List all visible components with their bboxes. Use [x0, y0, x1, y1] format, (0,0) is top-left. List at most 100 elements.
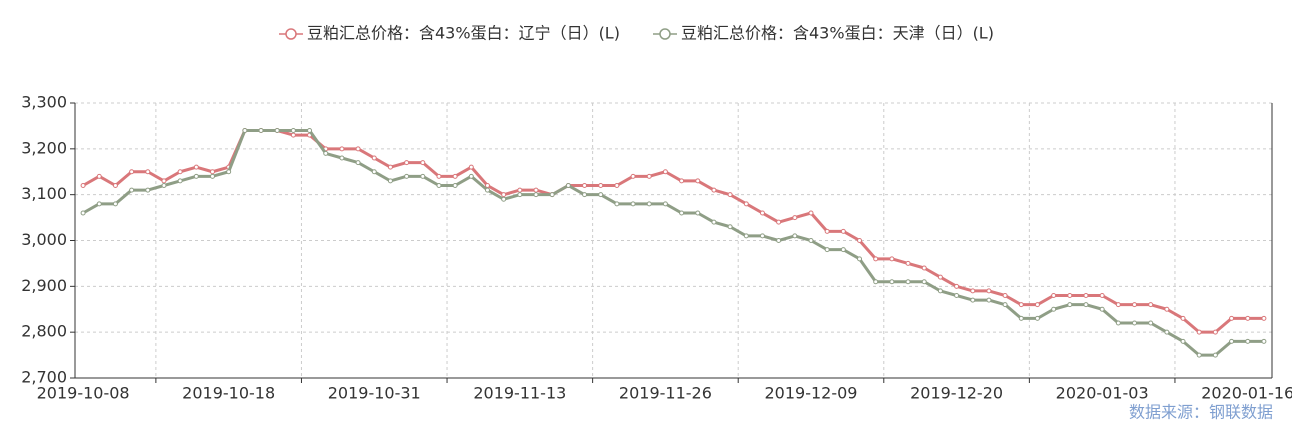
point: [743, 233, 749, 239]
point: [1196, 329, 1202, 335]
point: [1212, 352, 1218, 358]
point: [436, 183, 442, 188]
series-line: [82, 129, 1264, 357]
y-tick-label: 2,900: [21, 276, 67, 295]
point: [954, 283, 960, 289]
point: [1132, 302, 1138, 308]
point: [1148, 302, 1154, 308]
point: [468, 173, 474, 179]
point: [533, 187, 539, 193]
point: [679, 210, 685, 216]
point: [1180, 315, 1186, 321]
point: [840, 247, 846, 253]
legend-label: 豆粕汇总价格：含43%蛋白：天津（日）(L): [681, 24, 994, 43]
point: [1051, 293, 1057, 298]
point: [242, 128, 248, 133]
point: [743, 201, 749, 207]
point: [1148, 320, 1154, 326]
point: [711, 219, 717, 225]
point: [420, 173, 426, 179]
x-tick-label: 2019-12-20: [910, 384, 1003, 403]
point: [112, 183, 118, 188]
point: [727, 224, 733, 230]
point: [1034, 302, 1040, 308]
point: [1083, 302, 1089, 308]
point: [921, 279, 927, 285]
point: [873, 279, 879, 285]
point: [161, 178, 167, 184]
point: [387, 178, 393, 184]
x-tick-label: 2019-10-08: [37, 384, 130, 403]
point: [1164, 306, 1170, 312]
point: [452, 183, 458, 188]
point: [695, 178, 701, 184]
point: [889, 256, 895, 262]
point: [290, 132, 296, 138]
point: [258, 128, 264, 133]
point: [533, 192, 539, 198]
point: [937, 288, 943, 294]
x-tick-label: 2019-11-26: [619, 384, 712, 403]
x-tick-label: 2019-12-09: [765, 384, 858, 403]
point: [937, 274, 943, 280]
point: [630, 201, 636, 207]
point: [112, 201, 118, 207]
point: [1002, 302, 1008, 308]
x-tick-label: 2019-10-18: [182, 384, 275, 403]
point: [145, 187, 151, 193]
point: [776, 238, 782, 243]
x-tick-label: 2019-10-31: [328, 384, 421, 403]
point: [614, 201, 620, 207]
point: [646, 201, 652, 207]
point: [307, 128, 313, 133]
point: [970, 297, 976, 303]
point: [662, 169, 668, 175]
point: [905, 279, 911, 285]
point: [129, 169, 135, 175]
y-tick-label: 3,300: [21, 93, 67, 112]
point: [404, 173, 410, 179]
point: [274, 128, 280, 133]
point: [177, 169, 183, 175]
point: [468, 164, 474, 170]
legend-marker: [285, 28, 297, 40]
point: [662, 201, 668, 207]
point: [792, 233, 798, 239]
point: [96, 201, 102, 207]
point: [436, 173, 442, 179]
y-tick-label: 3,000: [21, 230, 67, 249]
point: [1002, 293, 1008, 298]
point: [1196, 352, 1202, 358]
point: [1245, 338, 1251, 344]
point: [387, 164, 393, 170]
point: [371, 169, 377, 175]
point: [1180, 338, 1186, 344]
x-tick-label: 2019-11-13: [473, 384, 566, 403]
point: [323, 150, 329, 156]
point: [986, 297, 992, 303]
point: [565, 183, 571, 188]
point: [484, 183, 490, 188]
y-tick-label: 2,800: [21, 322, 67, 341]
point: [355, 160, 361, 166]
x-tick-label: 2020-01-16: [1201, 384, 1292, 403]
point: [501, 192, 507, 198]
point: [452, 173, 458, 179]
point: [339, 146, 345, 152]
point: [824, 228, 830, 234]
point: [209, 169, 215, 175]
point: [970, 288, 976, 294]
point: [857, 238, 863, 243]
point: [96, 173, 102, 179]
point: [840, 228, 846, 234]
point: [1051, 306, 1057, 312]
point: [1164, 329, 1170, 335]
point: [193, 173, 199, 179]
y-tick-label: 2,700: [21, 368, 67, 387]
point: [404, 160, 410, 166]
point: [1067, 302, 1073, 308]
point: [226, 169, 232, 175]
point: [549, 192, 555, 198]
point: [776, 219, 782, 225]
